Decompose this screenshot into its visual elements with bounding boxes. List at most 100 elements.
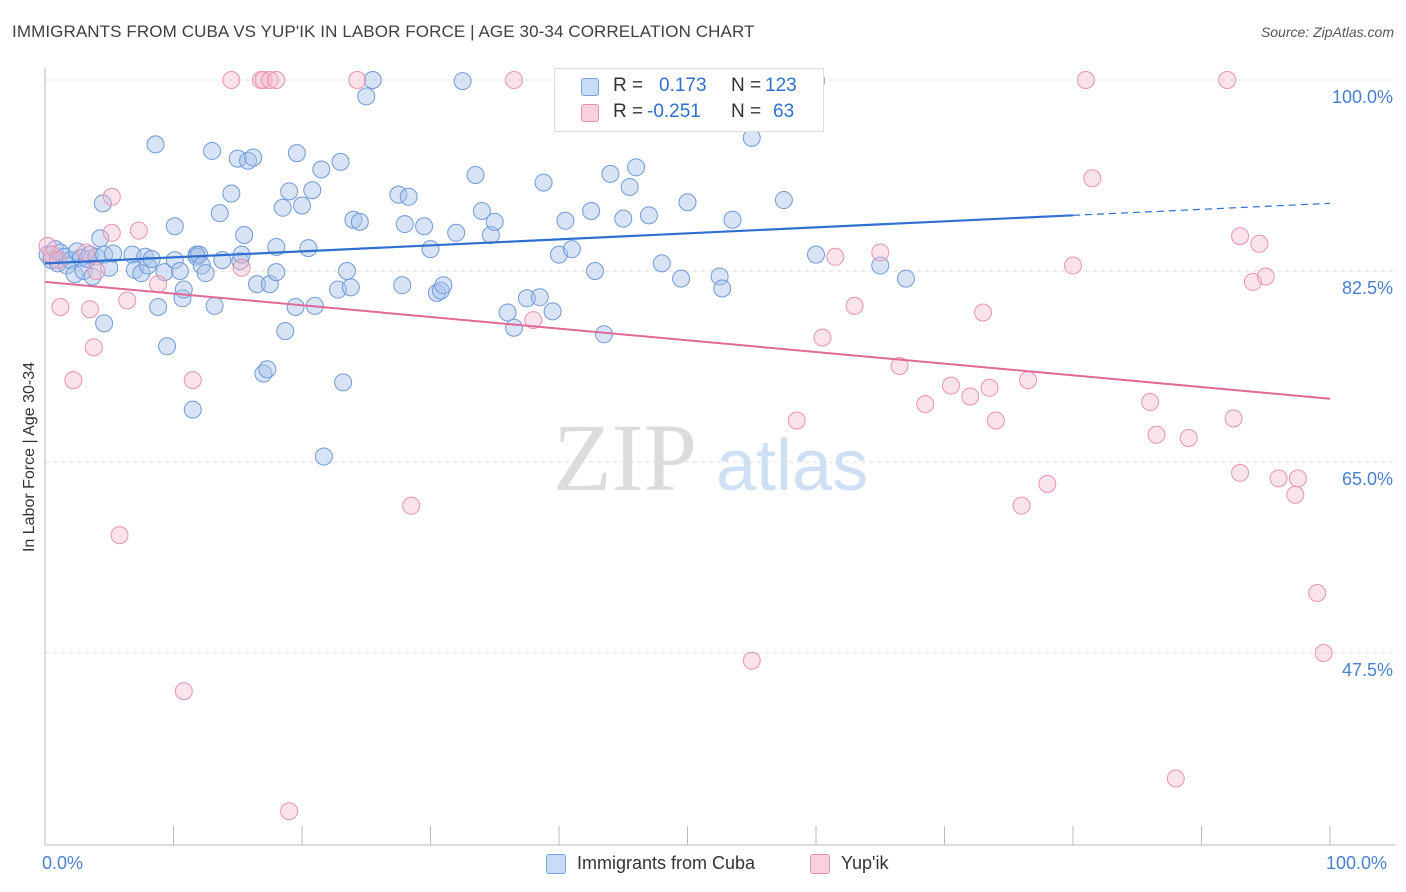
yupik-point (1166, 769, 1185, 788)
cuba-point (146, 135, 165, 154)
cuba-point (447, 223, 466, 242)
yupik-point (222, 71, 241, 89)
cuba-point (267, 237, 286, 256)
cuba-point (312, 160, 331, 179)
cuba-point (393, 276, 412, 295)
cuba-point (222, 184, 241, 203)
series-legend: Immigrants from Cuba Yup'ik (0, 853, 1406, 877)
cuba-point (896, 269, 915, 288)
yupik-point (1256, 267, 1275, 286)
watermark-zip: ZIP (553, 404, 697, 511)
cuba-point (585, 262, 604, 280)
yupik-point (118, 291, 137, 310)
yupik-point (826, 247, 845, 266)
yupik-point (77, 243, 96, 262)
cuba-point (556, 211, 575, 230)
trend-lines (44, 202, 1331, 400)
cuba-point (190, 245, 209, 264)
cuba-point (196, 264, 215, 283)
cuba-point (299, 239, 318, 258)
legend-n-value: 63 (773, 101, 795, 122)
cuba-point (235, 225, 254, 244)
cuba-point (357, 87, 376, 106)
yupik-point (348, 71, 367, 89)
yupik-point (1308, 583, 1327, 602)
cuba-point (331, 152, 350, 171)
cuba-point (639, 206, 658, 225)
yupik-point (84, 338, 103, 357)
cuba-point (293, 196, 311, 215)
cuba-point (239, 151, 258, 170)
cuba-point (485, 212, 504, 231)
yupik-point (87, 262, 106, 280)
legend-n-value: 123 (765, 75, 797, 96)
cuba-point (344, 210, 363, 229)
cuba-point (205, 296, 224, 315)
legend-swatch-yupik (810, 854, 830, 874)
y-tick-labels: 100.0% 82.5% 65.0% 47.5% (1332, 87, 1393, 680)
cuba-point (303, 181, 322, 200)
yupik-point (267, 71, 286, 89)
yupik-point (1269, 469, 1288, 488)
yupik-point (980, 378, 999, 397)
cuba-point (627, 158, 646, 177)
yupik-point (51, 298, 70, 317)
cuba-point (165, 217, 184, 236)
cuba-point (286, 298, 305, 317)
yupik-point (280, 802, 299, 821)
yupik-point (102, 223, 121, 242)
legend-r-value: 0.173 (659, 75, 707, 96)
legend-swatch-cuba (546, 854, 566, 874)
yupik-point (1314, 644, 1333, 662)
yupik-point (787, 411, 806, 430)
legend-label-yupik: Yup'ik (841, 853, 889, 873)
y-tick-label: 82.5% (1342, 278, 1393, 298)
yupik-point (183, 371, 202, 390)
legend-r-label: R = (613, 101, 644, 122)
x-tick-label-max: 100.0% (1326, 853, 1388, 873)
cuba-point (582, 201, 601, 220)
cuba-point (672, 269, 691, 288)
cuba-point (273, 198, 292, 217)
yupik-point (260, 71, 279, 89)
yupik-point (1076, 71, 1095, 89)
cuba-point (601, 164, 620, 183)
yupik-trend-line (44, 280, 1331, 400)
yupik-point (845, 296, 864, 315)
cuba-point (498, 303, 517, 322)
yupik-point (1179, 428, 1198, 447)
cuba-point (472, 201, 491, 220)
yupik-point (916, 395, 935, 414)
cuba-point (341, 278, 360, 297)
cuba-point (244, 148, 263, 167)
cuba-point (723, 210, 742, 229)
yupik-point (402, 496, 421, 515)
yupik-point (254, 71, 273, 89)
cuba-point (203, 141, 222, 160)
cuba-point (871, 256, 890, 275)
cuba-point (258, 360, 277, 379)
cuba-point (620, 177, 639, 196)
cuba-point (562, 240, 581, 259)
yupik-point (1250, 234, 1269, 253)
yupik-point (1141, 392, 1160, 411)
cuba-point (104, 244, 123, 263)
y-tick-label: 100.0% (1332, 87, 1393, 107)
cuba-point (267, 263, 286, 282)
cuba-point (363, 71, 382, 89)
yupik-point (1012, 496, 1031, 515)
x-tick-label-min: 0.0% (42, 853, 84, 873)
yupik-point (1064, 256, 1082, 275)
cuba-point (713, 279, 732, 298)
cuba-point (399, 187, 418, 206)
yupik-point (1038, 474, 1057, 493)
cuba-point (210, 204, 229, 223)
cuba-point (678, 193, 697, 212)
cuba-point (93, 194, 112, 213)
yupik-point (64, 371, 83, 390)
cuba-point (774, 191, 793, 210)
cuba-point (534, 173, 553, 192)
yupik-point (80, 300, 99, 319)
cuba-point (170, 262, 189, 280)
